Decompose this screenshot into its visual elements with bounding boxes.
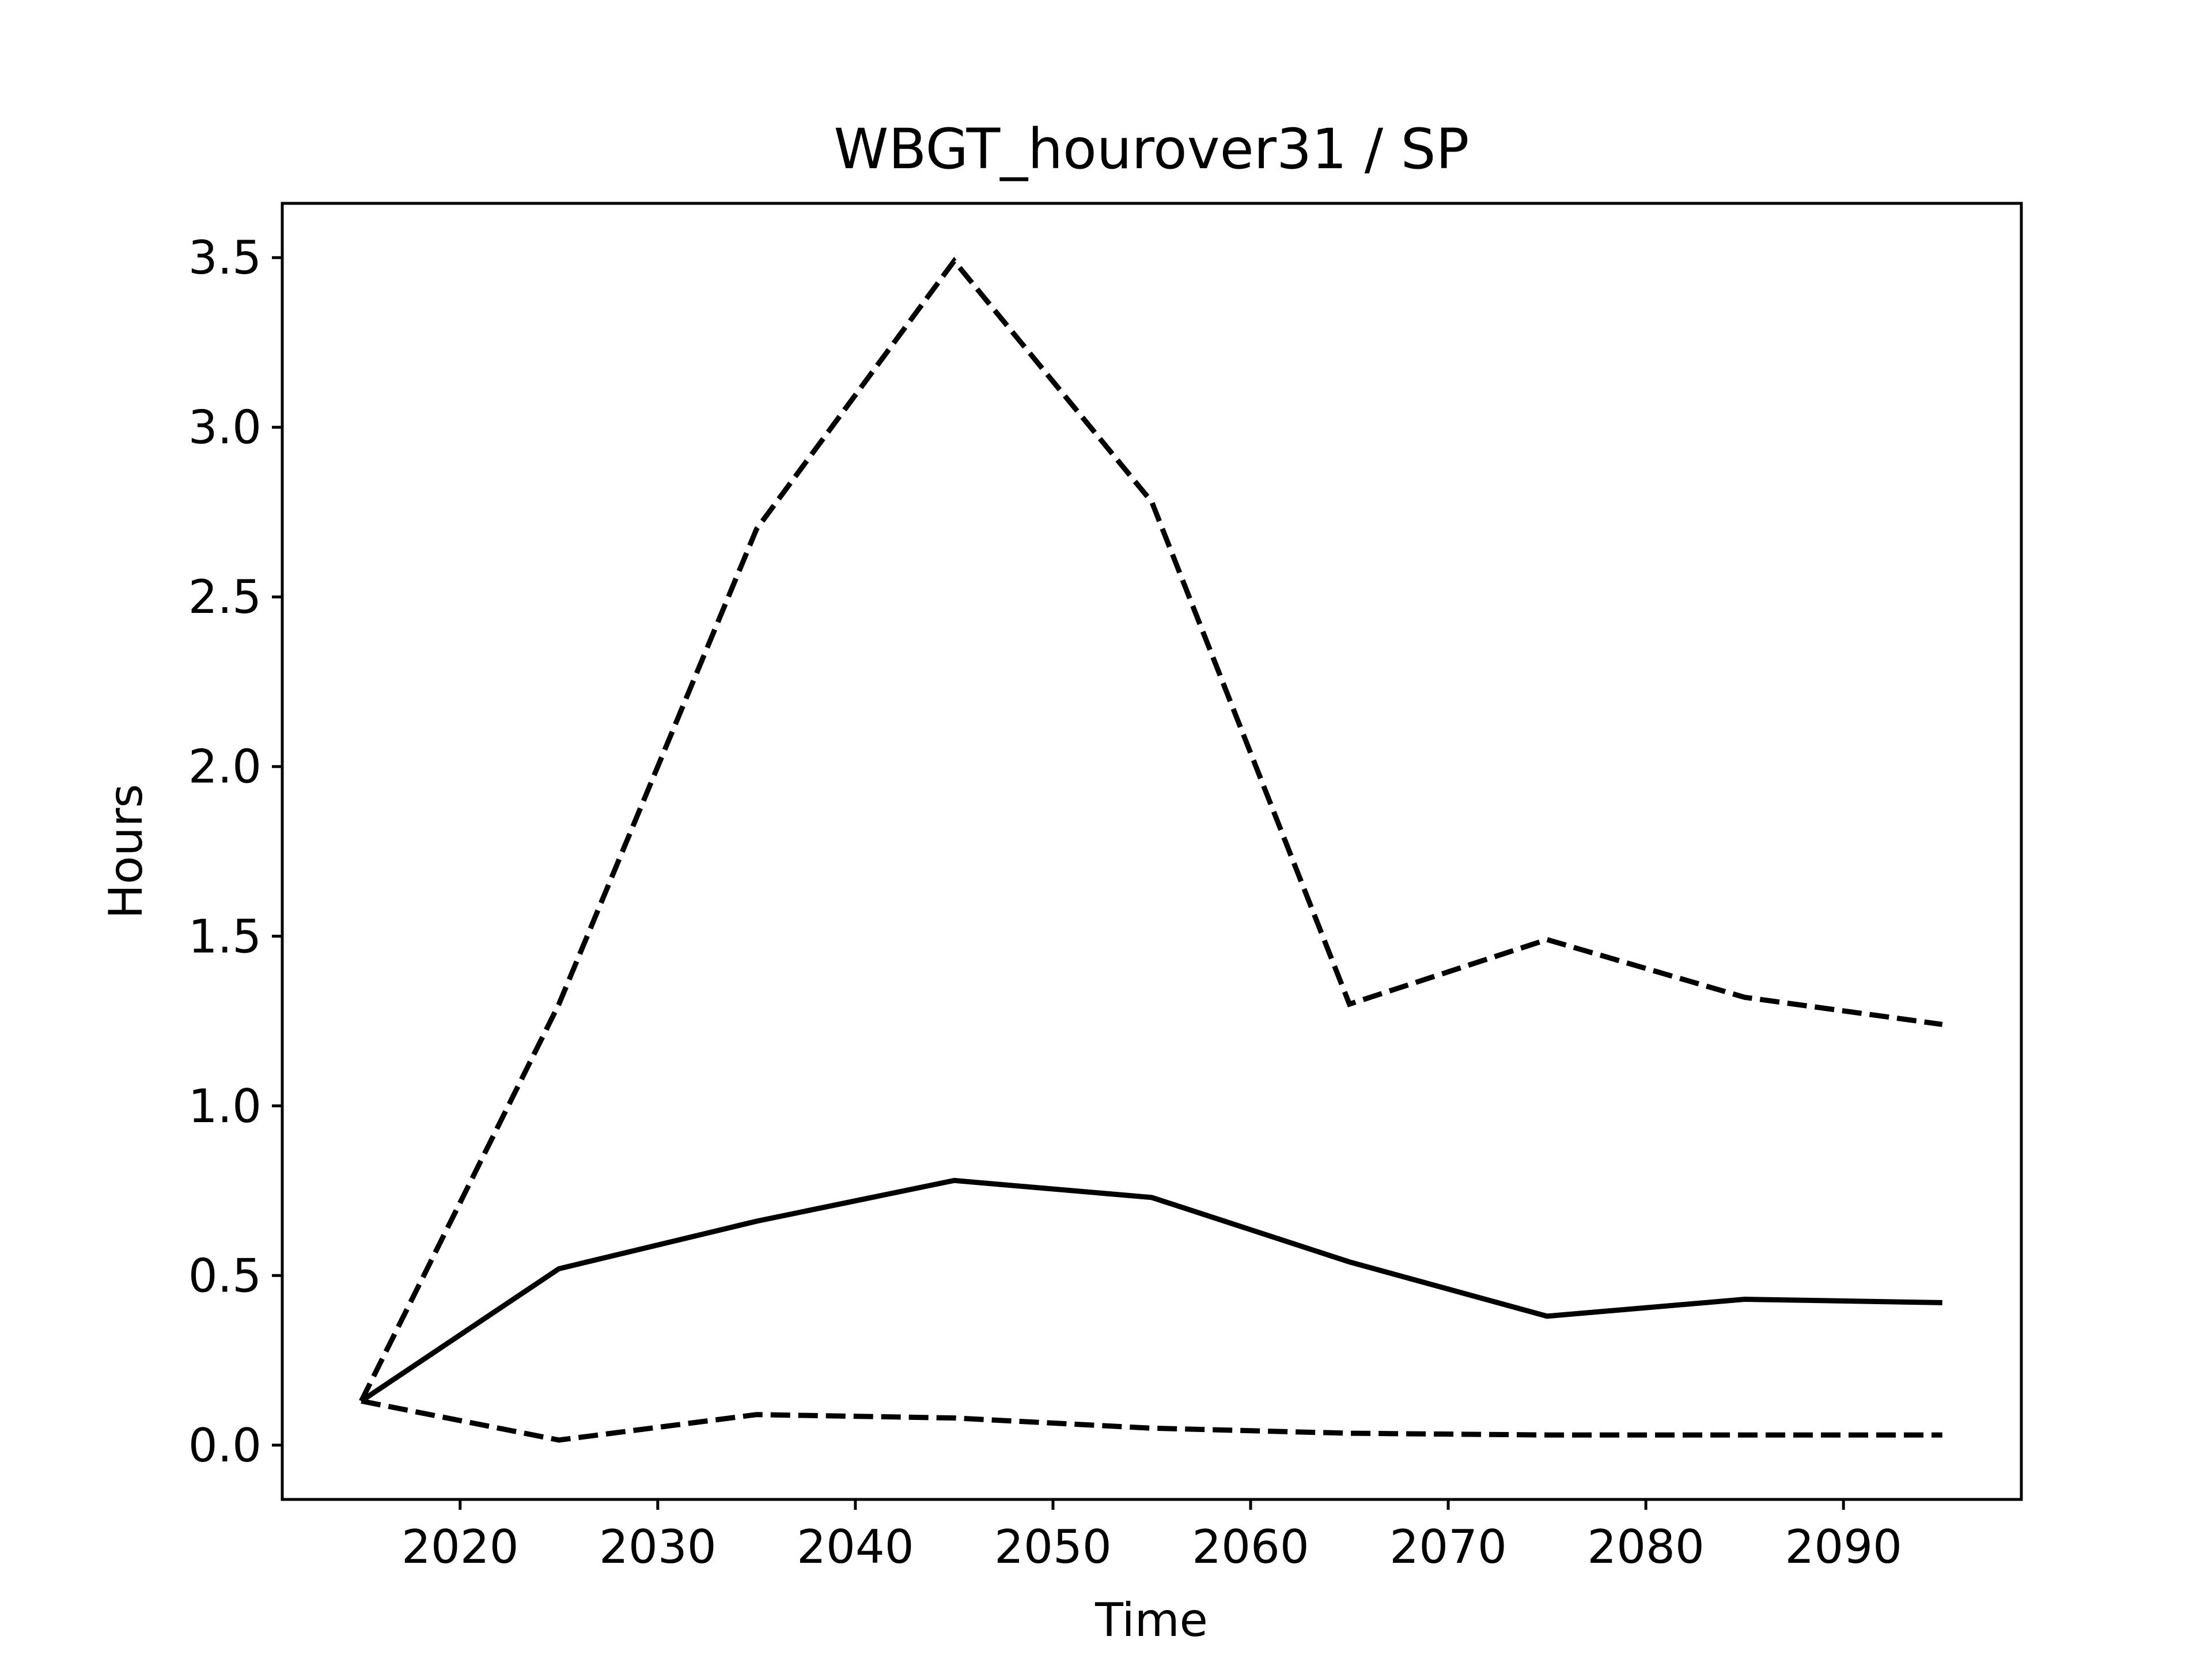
x-axis-label: Time <box>1094 1593 1208 1647</box>
x-tick-label: 2080 <box>1587 1520 1705 1574</box>
y-tick-label: 3.0 <box>188 401 262 454</box>
x-tick-label: 2070 <box>1389 1520 1507 1574</box>
y-tick-label: 2.0 <box>188 740 262 794</box>
x-axis: 2020 2030 2040 2050 2060 2070 2080 2090 <box>402 1499 1902 1574</box>
x-tick-label: 2030 <box>599 1520 717 1574</box>
x-tick-label: 2040 <box>797 1520 914 1574</box>
x-tick-label: 2050 <box>994 1520 1112 1574</box>
x-tick-label: 2020 <box>402 1520 519 1574</box>
y-tick-label: 3.5 <box>188 231 262 285</box>
y-tick-label: 0.5 <box>188 1249 262 1302</box>
y-tick-label: 2.5 <box>188 570 262 624</box>
y-axis-label: Hours <box>99 784 153 919</box>
y-tick-label: 1.0 <box>188 1080 262 1133</box>
plot-frame <box>281 202 2023 1501</box>
series-line-3 <box>361 1398 1942 1443</box>
x-tick-label: 2060 <box>1192 1520 1309 1574</box>
series-line-2 <box>359 1177 1942 1403</box>
y-tick-label: 1.5 <box>188 910 262 963</box>
y-axis: 0.0 0.5 1.0 1.5 2.0 2.5 3.0 3.5 <box>188 231 282 1472</box>
series-layer <box>359 256 1943 1443</box>
chart-title: WBGT_hourover31 / SP <box>834 117 1469 181</box>
y-tick-label: 0.0 <box>188 1419 262 1472</box>
series-line-1 <box>359 256 1943 1403</box>
x-tick-label: 2090 <box>1785 1520 1902 1574</box>
